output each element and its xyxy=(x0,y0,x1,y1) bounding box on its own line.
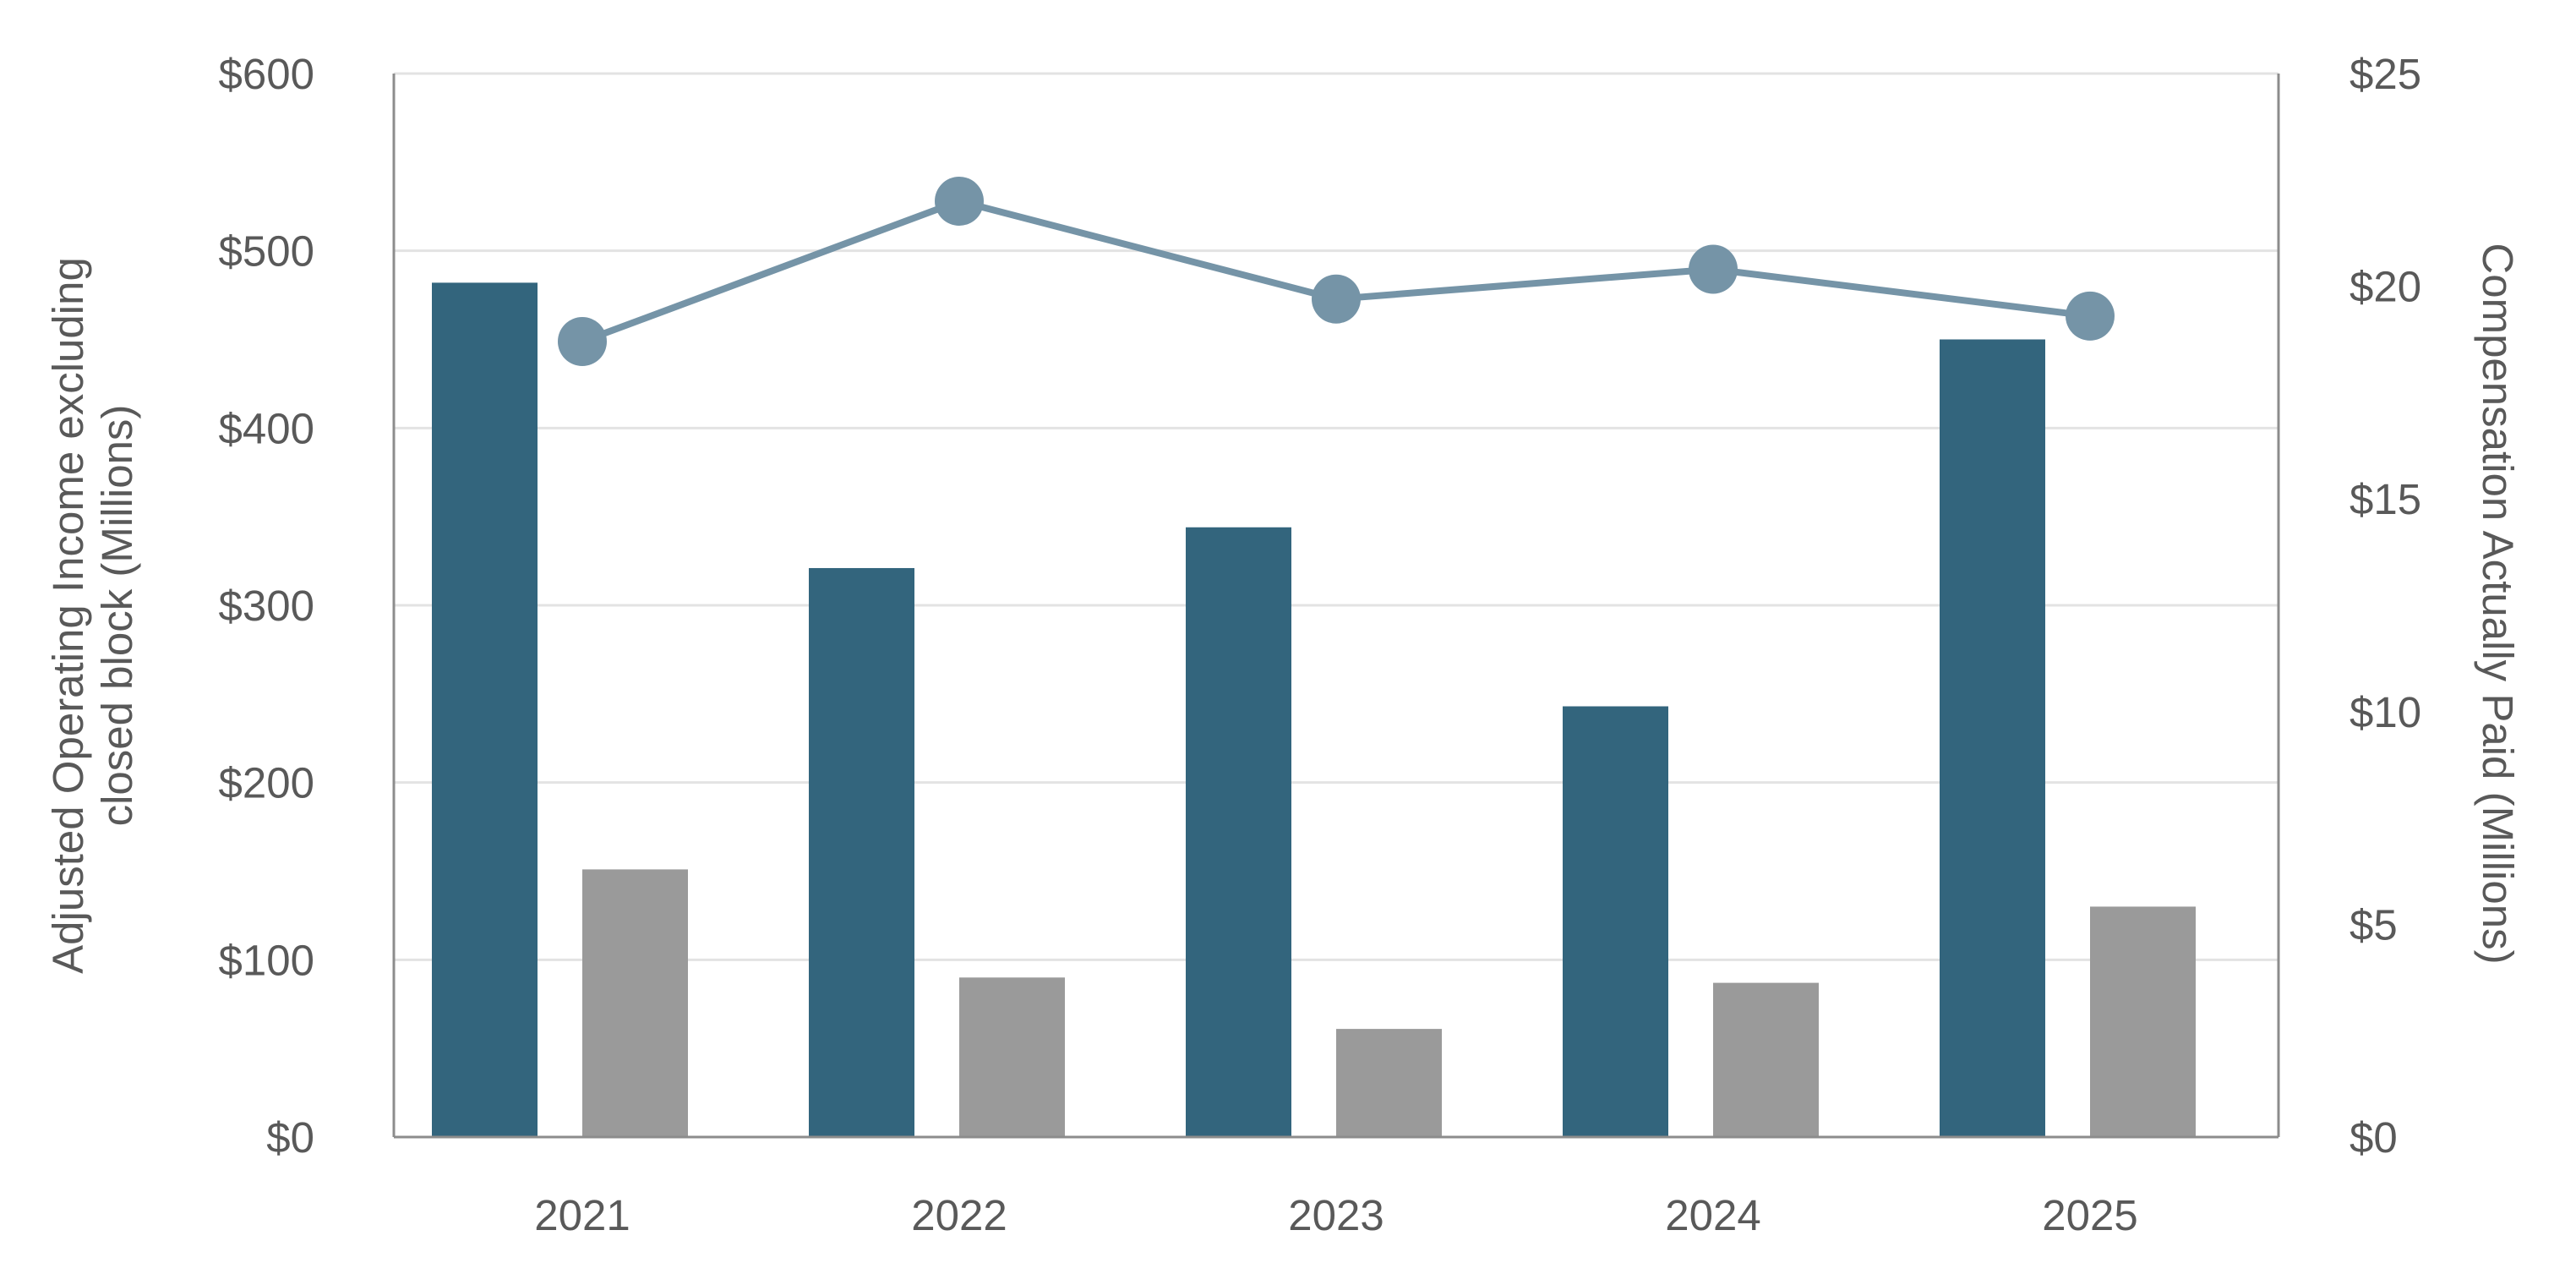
left-tick-label: $100 xyxy=(219,936,314,984)
plot-frame xyxy=(392,74,2280,1139)
left-tick-label: $400 xyxy=(219,404,314,452)
bar-series-2-2022 xyxy=(959,977,1065,1137)
right-tick-label: $15 xyxy=(2350,475,2421,523)
line-series xyxy=(558,176,2115,367)
x-tick-label-2023: 2023 xyxy=(1288,1191,1384,1239)
left-axis-title-line-1: Adjusted Operating Income excluding xyxy=(44,257,92,974)
right-axis-title: Compensation Actually Paid (Millions) xyxy=(2474,243,2522,964)
left-tick-label: $0 xyxy=(266,1113,314,1162)
x-tick-label-2024: 2024 xyxy=(1665,1191,1760,1239)
axis-labels: $0 $100 $200 $300 $400 $500 $600 $0 $5 $10 $15 $20 $… xyxy=(219,50,2422,1239)
bar-series-1-2024 xyxy=(1563,706,1668,1137)
right-tick-label: $0 xyxy=(2350,1113,2398,1162)
line-point-2024 xyxy=(1689,244,1738,294)
line-point-2023 xyxy=(1312,274,1361,324)
left-tick-label: $500 xyxy=(219,227,314,276)
line-point-2025 xyxy=(2066,291,2115,341)
left-tick-label: $600 xyxy=(219,50,314,98)
bar-series-2-2023 xyxy=(1336,1029,1442,1137)
line-point-2021 xyxy=(558,317,607,367)
bar-series-1-2023 xyxy=(1186,527,1291,1137)
bar-series-1-2021 xyxy=(432,282,538,1137)
left-tick-label: $300 xyxy=(219,582,314,630)
right-tick-label: $25 xyxy=(2350,50,2421,98)
left-axis-title-line-2: closed block (Millions) xyxy=(93,405,141,827)
x-tick-label-2025: 2025 xyxy=(2042,1191,2137,1239)
right-tick-label: $10 xyxy=(2350,688,2421,736)
right-tick-label: $5 xyxy=(2350,900,2398,949)
bar-series-2-2024 xyxy=(1713,982,1819,1137)
line-point-2022 xyxy=(935,176,984,226)
bar-series-2-2025 xyxy=(2090,906,2196,1137)
bar-series-1-2022 xyxy=(809,567,914,1137)
x-tick-label-2022: 2022 xyxy=(911,1191,1007,1239)
bars xyxy=(432,282,2196,1137)
left-tick-label: $200 xyxy=(219,759,314,807)
right-tick-label: $20 xyxy=(2350,263,2421,311)
bar-series-2-2021 xyxy=(582,869,688,1137)
x-tick-label-2021: 2021 xyxy=(534,1191,630,1239)
bar-series-1-2025 xyxy=(1940,339,2045,1137)
